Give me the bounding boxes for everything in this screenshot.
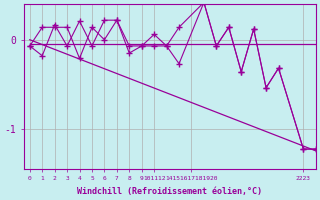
X-axis label: Windchill (Refroidissement éolien,°C): Windchill (Refroidissement éolien,°C) — [77, 187, 262, 196]
